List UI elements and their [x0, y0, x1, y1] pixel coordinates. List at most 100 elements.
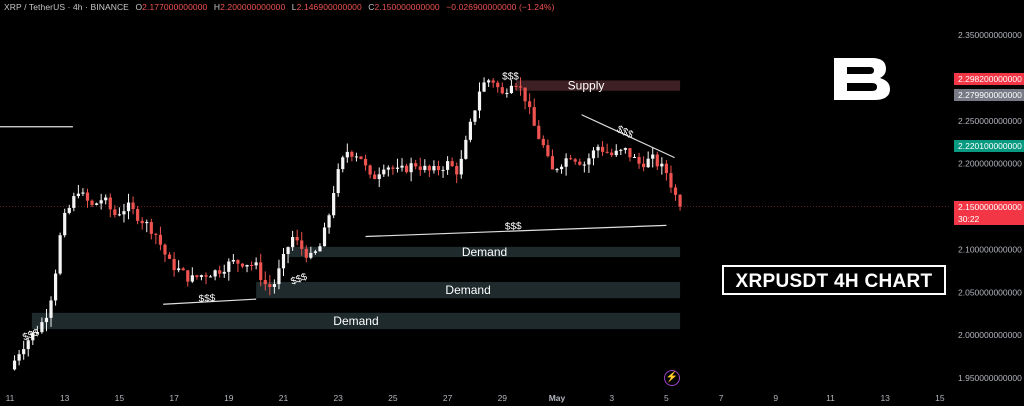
x-tick-label: 3 [609, 393, 614, 403]
candle-body [300, 240, 304, 249]
candle-body [359, 156, 363, 159]
candle-body [678, 194, 682, 207]
price-tag: 2.150000000000 [954, 200, 1024, 213]
candle-body [637, 157, 641, 164]
candle-body [26, 340, 30, 350]
candle-body [505, 93, 509, 95]
liquidity-label: $$$ [289, 271, 309, 287]
candle-body [541, 138, 545, 146]
candle-body [386, 167, 390, 170]
zone-label: Demand [462, 245, 507, 259]
candle-body [40, 322, 44, 333]
y-tick-label: 2.000000000000 [958, 330, 1022, 340]
candle-body [382, 169, 386, 175]
candle-body [136, 209, 140, 221]
candle-body [619, 149, 623, 151]
candle-body [31, 332, 35, 341]
candle-body [268, 284, 272, 287]
x-tick-label: 15 [935, 393, 945, 403]
candle-body [432, 166, 436, 171]
candle-body [596, 146, 600, 151]
lightning-icon[interactable]: ⚡ [664, 370, 680, 386]
candle-body [477, 91, 482, 111]
candle-body [409, 163, 413, 173]
candle-body [377, 174, 381, 180]
symbol-name[interactable]: XRP / TetherUS [4, 2, 66, 12]
change-value: −0.026900000000 (−1.24%) [446, 2, 555, 12]
candle-body [423, 165, 427, 170]
candle-body [446, 161, 450, 170]
candle-body [395, 167, 400, 169]
candle-body [418, 166, 422, 170]
candle-body [131, 202, 135, 210]
low-value: 2.146900000000 [296, 2, 362, 12]
candle-body [450, 161, 454, 167]
candle-body [158, 234, 163, 245]
candle-body [72, 196, 76, 208]
candle-body [673, 187, 678, 195]
candle-body [17, 354, 21, 361]
candle-body [149, 222, 153, 234]
candle-body [231, 260, 235, 262]
candle-body [240, 263, 245, 267]
candle-body [569, 158, 573, 160]
candle-body [286, 247, 290, 254]
candle-body [263, 279, 267, 285]
candle-body [546, 145, 550, 157]
candle-body [35, 332, 39, 334]
high-label: H [213, 2, 221, 12]
x-tick-label: 23 [333, 393, 343, 403]
x-tick-label: 7 [719, 393, 724, 403]
candle-body [108, 197, 112, 210]
candle-body [222, 271, 226, 274]
candle-body [332, 193, 336, 216]
candle-body [664, 163, 668, 174]
candle-body [610, 152, 614, 156]
zone-demand [256, 281, 681, 299]
candle-body [259, 262, 263, 280]
candle-body [318, 246, 322, 252]
candle-body [163, 244, 167, 255]
price-tag: 2.279900000000 [954, 89, 1024, 102]
high-value: 2.200000000000 [220, 2, 286, 12]
candle-body [199, 275, 204, 277]
candle-body [76, 193, 80, 197]
candle-body [245, 264, 249, 267]
candle-body [327, 215, 331, 228]
low-label: L [291, 2, 297, 12]
candle-body [528, 101, 532, 108]
candle-body [491, 80, 495, 83]
zone-demand [31, 312, 681, 330]
candle-body [295, 237, 299, 241]
price-tag: 2.220100000000 [954, 140, 1024, 153]
interval[interactable]: 4h [72, 2, 83, 12]
candle-body [555, 169, 559, 171]
candle-body [126, 202, 131, 212]
candle-body [117, 214, 121, 216]
candle-body [313, 251, 318, 253]
candle-body [436, 166, 441, 171]
candle-body [582, 164, 586, 166]
y-tick-label: 2.350000000000 [958, 30, 1022, 40]
candle-body [291, 237, 295, 248]
candle-body [532, 107, 536, 126]
candle-body [455, 166, 459, 175]
candle-body [487, 80, 491, 83]
candle-body [345, 151, 349, 158]
candle-body [140, 220, 144, 224]
x-tick-label: 25 [388, 393, 398, 403]
candle-body [167, 254, 172, 259]
candle-body [628, 148, 632, 158]
candle-body [49, 300, 53, 318]
candle-body [646, 158, 650, 168]
liquidity-label: $$$ [198, 293, 216, 305]
chart-header: XRP / TetherUS · 4h · BINANCE O2.1770000… [4, 2, 555, 12]
candle-body [22, 349, 26, 355]
x-tick-label: 29 [498, 393, 508, 403]
candle-body [236, 260, 240, 264]
candle-body [95, 203, 99, 205]
candle-body [67, 207, 71, 213]
candle-body [58, 235, 62, 274]
candle-body [651, 154, 655, 159]
